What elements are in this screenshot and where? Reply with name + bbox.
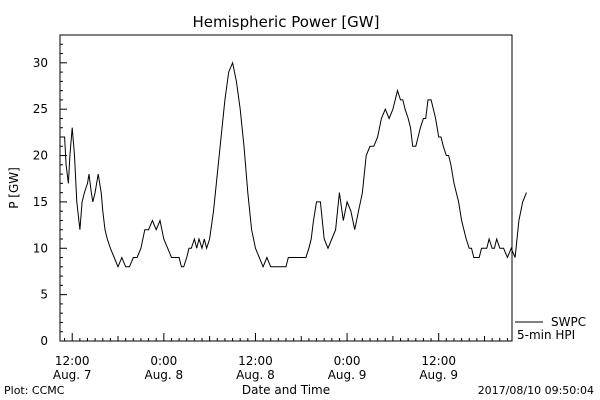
x-tick-label-time: 0:00 [334,354,361,368]
y-tick-label: 10 [33,241,48,255]
x-tick-label-time: 12:00 [55,354,90,368]
series-group [60,61,527,269]
x-tick-label-time: 0:00 [150,354,177,368]
x-tick-label-time: 12:00 [238,354,273,368]
legend: SWPC 5-min HPI [515,315,586,342]
x-tick-label-date: Aug. 7 [53,368,92,382]
plot-frame [59,34,513,342]
legend-entry-description: 5-min HPI [517,328,575,342]
y-tick-label: 15 [33,195,48,209]
footer-timestamp: 2017/08/10 09:50:04 [478,384,594,397]
y-tick-label: 5 [40,288,48,302]
y-axis: 0 5 10 15 20 25 30 [33,34,67,348]
y-tick-label: 0 [40,334,48,348]
y-tick-label: 20 [33,149,48,163]
y-tick-label: 25 [33,102,48,116]
x-tick-label-time: 12:00 [421,354,456,368]
series-line-hpi [60,61,527,269]
y-tick-label: 30 [33,56,48,70]
x-tick-label-date: Aug. 8 [236,368,275,382]
y-axis-title: P [GW] [7,167,21,209]
x-tick-label-date: Aug. 9 [419,368,458,382]
x-axis-title: Date and Time [242,383,330,397]
chart-title: Hemispheric Power [GW] [193,13,380,31]
x-tick-label-date: Aug. 9 [328,368,367,382]
x-tick-label-date: Aug. 8 [144,368,183,382]
footer-credit: Plot: CCMC [4,384,65,397]
legend-entry-name: SWPC [551,315,586,329]
